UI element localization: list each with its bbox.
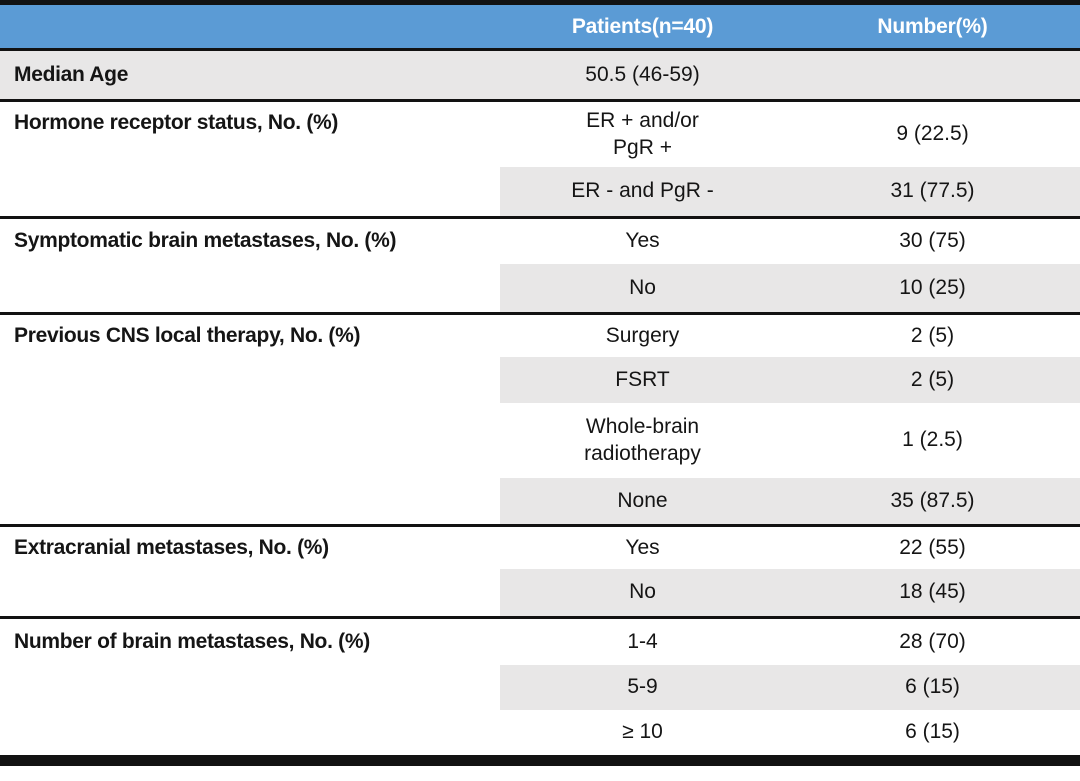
patients-cell: Yes: [625, 229, 660, 253]
number-cell: 10 (25): [785, 264, 1080, 312]
patients-cell: ER + and/or PgR +: [586, 109, 699, 159]
patients-cell: ≥ 10: [622, 720, 663, 744]
number-cell: 22 (55): [899, 535, 966, 559]
patients-cell: 1-4: [627, 629, 658, 653]
header-number: Number(%): [877, 14, 988, 38]
category-label: Number of brain metastases, No. (%): [14, 629, 370, 653]
category-label-empty: [0, 264, 500, 312]
table-row: Extracranial metastases, No. (%) Yes 22 …: [0, 527, 1080, 569]
header-patients: Patients(n=40): [571, 14, 714, 38]
category-label: Extracranial metastases, No. (%): [14, 535, 329, 559]
number-cell: [785, 51, 1080, 99]
category-label-empty: [0, 478, 500, 524]
number-cell: 2 (5): [785, 357, 1080, 403]
category-label: Hormone receptor status, No. (%): [14, 111, 339, 134]
number-cell: 30 (75): [899, 229, 966, 253]
number-cell: 35 (87.5): [785, 478, 1080, 524]
table-row: Number of brain metastases, No. (%) 1-4 …: [0, 619, 1080, 665]
patients-cell: 50.5 (46-59): [500, 51, 785, 99]
patients-cell: No: [500, 264, 785, 312]
table-row: No 18 (45): [0, 569, 1080, 616]
section-previous-cns-therapy: Previous CNS local therapy, No. (%) Surg…: [0, 315, 1080, 527]
table-row: Previous CNS local therapy, No. (%) Surg…: [0, 315, 1080, 357]
number-cell: 6 (15): [905, 720, 960, 744]
table-bottom-border: [0, 758, 1080, 766]
number-cell: 2 (5): [910, 323, 955, 347]
number-cell: 9 (22.5): [896, 122, 969, 146]
patients-cell: 5-9: [500, 665, 785, 710]
category-label: Symptomatic brain metastases, No. (%): [14, 229, 397, 253]
category-label-empty: [0, 665, 500, 710]
table-row: Median Age 50.5 (46-59): [0, 51, 1080, 99]
category-label-empty: [0, 569, 500, 616]
table-row: No 10 (25): [0, 264, 1080, 312]
number-cell: 18 (45): [785, 569, 1080, 616]
number-cell: 1 (2.5): [902, 428, 963, 452]
table-row: ≥ 10 6 (15): [0, 710, 1080, 755]
section-symptomatic-brain-metastases: Symptomatic brain metastases, No. (%) Ye…: [0, 219, 1080, 315]
table-header-row: Patients(n=40) Number(%): [0, 5, 1080, 51]
patients-cell: ER - and PgR -: [500, 167, 785, 216]
header-empty-cell: [0, 5, 500, 48]
number-cell: 28 (70): [899, 629, 966, 653]
category-label-empty: [0, 403, 500, 478]
table-row: Whole-brain radiotherapy 1 (2.5): [0, 403, 1080, 478]
patients-cell: Whole-brain radiotherapy: [584, 415, 701, 465]
patients-cell: FSRT: [500, 357, 785, 403]
table-row: FSRT 2 (5): [0, 357, 1080, 403]
category-label-empty: [0, 710, 500, 755]
table-row: Hormone receptor status, No. (%) ER + an…: [0, 102, 1080, 167]
category-label-empty: [0, 167, 500, 216]
patients-cell: Surgery: [605, 323, 680, 347]
table-row: Symptomatic brain metastases, No. (%) Ye…: [0, 219, 1080, 264]
category-label: Median Age: [0, 51, 500, 99]
section-number-brain-metastases: Number of brain metastases, No. (%) 1-4 …: [0, 619, 1080, 758]
section-extracranial-metastases: Extracranial metastases, No. (%) Yes 22 …: [0, 527, 1080, 619]
patients-cell: None: [500, 478, 785, 524]
table-row: ER - and PgR - 31 (77.5): [0, 167, 1080, 216]
section-hormone-receptor: Hormone receptor status, No. (%) ER + an…: [0, 102, 1080, 219]
patients-cell: Yes: [625, 535, 660, 559]
table-row: None 35 (87.5): [0, 478, 1080, 524]
table-row: 5-9 6 (15): [0, 665, 1080, 710]
category-label-empty: [0, 357, 500, 403]
patients-cell: No: [500, 569, 785, 616]
table-top-border: [0, 0, 1080, 5]
section-median-age: Median Age 50.5 (46-59): [0, 51, 1080, 102]
number-cell: 6 (15): [785, 665, 1080, 710]
number-cell: 31 (77.5): [785, 167, 1080, 216]
category-label: Previous CNS local therapy, No. (%): [14, 323, 361, 347]
